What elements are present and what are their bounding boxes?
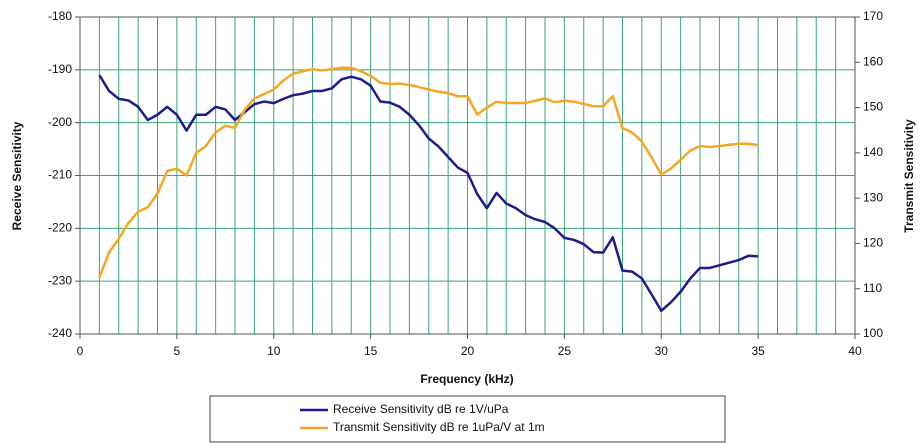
y-axis-title: Receive Sensitivity (10, 121, 24, 230)
y2-tick-label: 120 (863, 236, 883, 250)
y2-tick-label: 100 (863, 326, 883, 340)
y-tick-label: -230 (48, 273, 72, 287)
y2-tick-label: 160 (863, 54, 883, 68)
y-tick-label: -240 (48, 326, 72, 340)
legend-box (209, 395, 726, 443)
y-tick-label: -190 (48, 62, 72, 76)
y2-axis-title: Transmit Sensitivity (902, 119, 916, 233)
x-tick-label: 35 (751, 344, 765, 358)
y2-tick-label: 140 (863, 145, 883, 159)
legend-label: Transmit Sensitivity dB re 1uPa/V at 1m (333, 420, 545, 434)
series-line (98, 66, 759, 278)
y2-tick-label: 130 (863, 190, 883, 204)
x-tick-label: 40 (848, 344, 862, 358)
y-tick-label: -210 (48, 168, 72, 182)
x-tick-label: 25 (558, 344, 572, 358)
y2-tick-label: 170 (863, 9, 883, 23)
legend-label: Receive Sensitivity dB re 1V/uPa (333, 402, 509, 416)
y-tick-label: -180 (48, 9, 72, 23)
x-tick-label: 30 (655, 344, 669, 358)
x-tick-label: 20 (461, 344, 475, 358)
y-tick-label: -220 (48, 221, 72, 235)
y2-tick-label: 150 (863, 100, 883, 114)
x-tick-label: 0 (77, 344, 84, 358)
x-axis-title: Frequency (kHz) (420, 372, 513, 386)
x-tick-label: 5 (174, 344, 181, 358)
y-tick-label: -200 (48, 115, 72, 129)
x-tick-label: 10 (267, 344, 281, 358)
x-tick-label: 15 (364, 344, 378, 358)
series-line (98, 74, 759, 313)
y2-tick-label: 110 (863, 281, 882, 295)
